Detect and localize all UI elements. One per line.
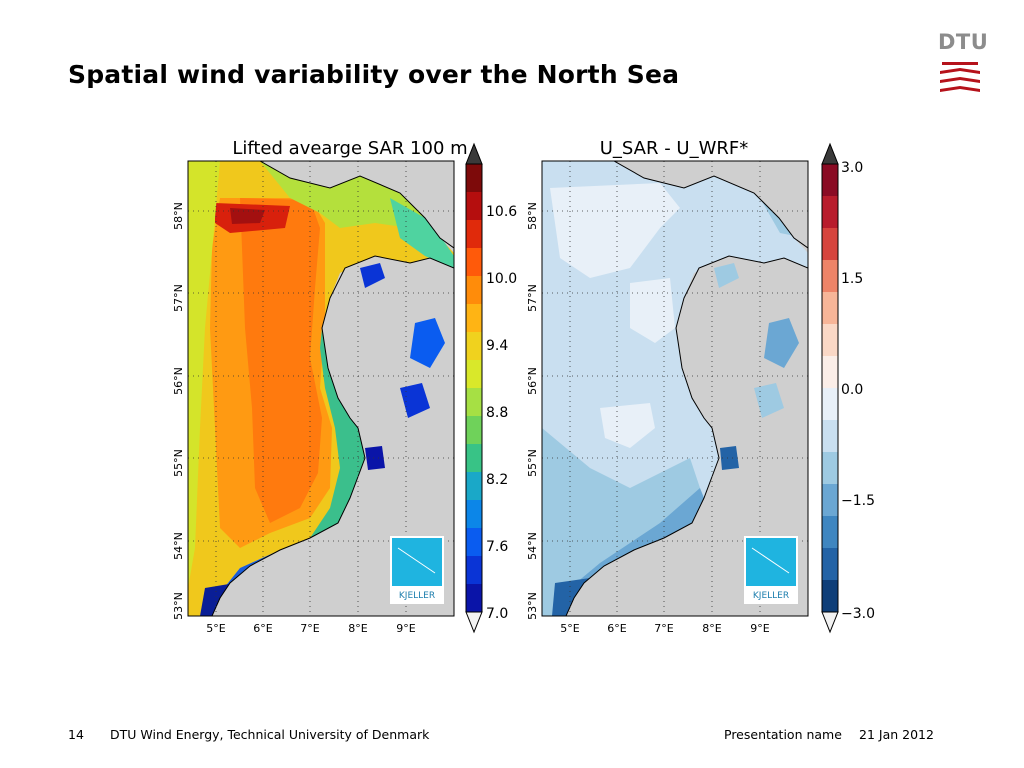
colorbar-tick: 10.6 (486, 204, 517, 220)
lat-label: 54°N (526, 532, 539, 560)
colorbar-tick: 7.0 (486, 606, 508, 622)
lon-label: 6°E (607, 622, 626, 635)
lon-labels: 5°E 6°E 7°E 8°E 9°E (206, 622, 415, 635)
lon-label: 5°E (206, 622, 225, 635)
colorbar-tick: 8.8 (486, 405, 508, 421)
lat-label: 56°N (172, 367, 185, 395)
colorbar-bin (822, 516, 838, 549)
slide-title: Spatial wind variability over the North … (68, 60, 680, 89)
colorbar-bin (822, 548, 838, 581)
lat-label: 57°N (526, 284, 539, 312)
colorbar-bin (822, 164, 838, 197)
lat-label: 53°N (526, 592, 539, 620)
lon-label: 7°E (300, 622, 319, 635)
lon-label: 5°E (560, 622, 579, 635)
colorbar (465, 142, 483, 634)
colorbar-bin (822, 324, 838, 357)
colorbar-bin (466, 584, 482, 613)
colorbar-tick: 1.5 (841, 271, 863, 287)
colorbar-tick: 9.4 (486, 338, 508, 354)
colorbar-bin (466, 416, 482, 445)
colorbar-tick: −3.0 (841, 606, 875, 622)
colorbar-extend-min (465, 611, 483, 634)
map-plot-area: KJELLER (542, 161, 808, 616)
colorbar-bin (466, 388, 482, 417)
lon-labels: 5°E 6°E 7°E 8°E 9°E (560, 622, 769, 635)
map-title: U_SAR - U_WRF* (600, 138, 749, 159)
lat-label: 58°N (526, 202, 539, 230)
lat-label: 56°N (526, 367, 539, 395)
colorbar-extend-min (821, 611, 839, 634)
kjeller-badge-text: KJELLER (753, 591, 789, 601)
figure: Lifted avearge SAR 100 m (172, 138, 875, 635)
colorbar-bin (466, 360, 482, 389)
colorbar-tick: −1.5 (841, 493, 875, 509)
dtu-logo-icon (940, 62, 980, 92)
lat-labels: 58°N 57°N 56°N 55°N 54°N 53°N (526, 202, 539, 620)
lat-label: 58°N (172, 202, 185, 230)
kjeller-badge-text: KJELLER (399, 591, 435, 601)
colorbar-bin (822, 228, 838, 261)
map-plot-area: KJELLER (188, 161, 454, 616)
colorbar-tick: 8.2 (486, 472, 508, 488)
colorbar-bin (822, 260, 838, 293)
colorbar-bin (466, 472, 482, 501)
colorbar (821, 142, 839, 634)
colorbar-ticks: 3.0 1.5 0.0 −1.5 −3.0 (841, 160, 875, 622)
lat-labels: 58°N 57°N 56°N 55°N 54°N 53°N (172, 202, 185, 620)
colorbar-bin (466, 248, 482, 277)
presentation-name: Presentation name (724, 727, 842, 742)
lon-label: 8°E (348, 622, 367, 635)
colorbar-tick: 3.0 (841, 160, 863, 176)
lat-label: 54°N (172, 532, 185, 560)
colorbar-bin (822, 484, 838, 517)
logo-text: DTU (938, 30, 989, 54)
land-mass (211, 255, 454, 616)
page-number: 14 (68, 727, 84, 742)
colorbar-bin (822, 420, 838, 453)
colorbar-extend-max (465, 142, 483, 165)
colorbar-frame (821, 163, 839, 613)
colorbar-bin (466, 220, 482, 249)
colorbar-extend-max (821, 142, 839, 165)
colorbar-tick: 7.6 (486, 539, 508, 555)
colorbar-bin (466, 192, 482, 221)
colorbar-bin (822, 580, 838, 613)
colorbar-bin (466, 304, 482, 333)
colorbar-bin (466, 332, 482, 361)
dtu-logo: DTU (938, 30, 989, 94)
colorbar-bin (466, 164, 482, 193)
colorbar-bin (466, 500, 482, 529)
colorbar-tick: 0.0 (841, 382, 863, 398)
colorbar-ticks: 10.6 10.0 9.4 8.8 8.2 7.6 7.0 (486, 204, 517, 622)
lat-label: 55°N (526, 449, 539, 477)
colorbar-bin (822, 356, 838, 389)
colorbar-frame (465, 163, 483, 613)
colorbar-bin (822, 196, 838, 229)
colorbar-bin (466, 444, 482, 473)
colorbar-bin (466, 528, 482, 557)
colorbar-bin (466, 276, 482, 305)
colorbar-bin (822, 388, 838, 421)
lat-label: 53°N (172, 592, 185, 620)
colorbar-bin (822, 452, 838, 485)
lon-label: 9°E (750, 622, 769, 635)
lon-label: 6°E (253, 622, 272, 635)
presentation-date: 21 Jan 2012 (859, 727, 934, 742)
lon-label: 9°E (396, 622, 415, 635)
colorbar-tick: 10.0 (486, 271, 517, 287)
colorbar-bin (822, 292, 838, 325)
lat-label: 57°N (172, 284, 185, 312)
lon-label: 8°E (702, 622, 721, 635)
footer-organization: DTU Wind Energy, Technical University of… (110, 727, 430, 742)
map-title: Lifted avearge SAR 100 m (232, 138, 467, 159)
lon-label: 7°E (654, 622, 673, 635)
lat-label: 55°N (172, 449, 185, 477)
colorbar-bin (466, 556, 482, 585)
